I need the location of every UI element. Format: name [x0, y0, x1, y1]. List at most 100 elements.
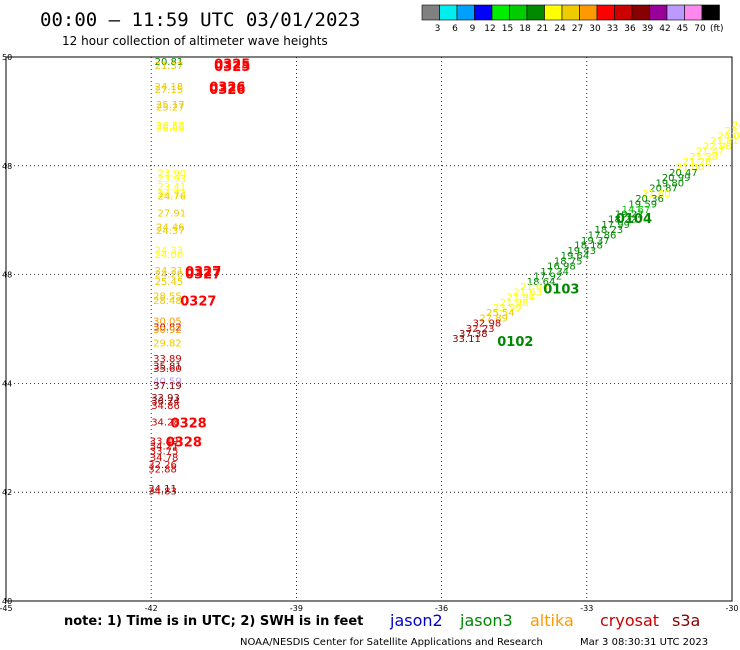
pass-label: 0103 [543, 283, 579, 298]
wave-height-label: 40.59 [153, 377, 182, 388]
legend-label: 42 [659, 24, 670, 34]
grid-lines [6, 57, 732, 601]
wave-height-label: 20.47 [669, 168, 698, 179]
wave-height-label: 35.81 [153, 361, 182, 372]
wave-height-label: 27.15 [155, 85, 184, 96]
plot-frame [5, 56, 733, 602]
wave-height-label: 23.90 [157, 168, 186, 179]
wave-height-label: 17.34 [540, 267, 569, 278]
wave-height-label: 21.37 [155, 61, 184, 72]
legend-label: 6 [452, 24, 458, 34]
pass-label: 0104 [616, 212, 652, 227]
wave-height-label: 19.64 [561, 251, 590, 262]
wave-height-label: 33.89 [153, 354, 182, 365]
legend-label: 15 [502, 24, 513, 34]
wave-height-label: 25.45 [155, 277, 184, 288]
legend-label: 70 [694, 24, 706, 34]
timestamp-text: Mar 3 08:30:31 UTC 2023 [580, 637, 708, 648]
wave-height-label: 25.27 [156, 103, 185, 114]
wave-height-label: 32.26 [148, 460, 177, 471]
wave-height-label: 24.18 [155, 82, 184, 93]
wave-height-label: 34.78 [150, 453, 179, 464]
legend-label: 30 [589, 24, 601, 34]
wave-height-label: 20.87 [649, 184, 678, 195]
wave-height-label: 22.98 [703, 142, 732, 153]
wave-height-label: 30.92 [153, 325, 182, 336]
y-tick-label: 48 [2, 271, 12, 280]
wave-height-label: 19.59 [628, 199, 657, 210]
wave-height-label: 24.37 [156, 226, 185, 237]
pass-label: 0326 [209, 80, 245, 95]
wave-height-label: 24.03 [717, 131, 740, 142]
wave-height-label: 21.81 [710, 136, 739, 147]
wave-height-label: 18.18 [574, 241, 603, 252]
pass-label: 0325 [214, 58, 250, 73]
wave-height-label: 24 [732, 120, 740, 131]
wave-height-label: 37.19 [153, 381, 182, 392]
satellite-name: s3a [672, 611, 700, 630]
wave-height-label: 32.98 [473, 318, 502, 329]
legend-label: 39 [642, 24, 654, 34]
wave-height-label: 33.75 [150, 446, 179, 457]
legend-label: 18 [519, 24, 531, 34]
y-tick-label: 42 [2, 488, 12, 497]
wave-height-label: 27.89 [479, 314, 508, 325]
wave-height-label: 18.22 [608, 215, 637, 226]
wave-height-label: 24.00 [155, 250, 184, 261]
wave-height-label: 19.22 [615, 210, 644, 221]
wave-height-label: 19.37 [581, 236, 610, 247]
satellite-name: jason2 [389, 611, 443, 630]
pass-label: 0328 [166, 436, 202, 451]
wave-height-label: 18.23 [595, 225, 624, 236]
legend-label: 36 [624, 24, 636, 34]
legend-swatch [684, 4, 703, 21]
wave-height-label: 28.48 [153, 296, 182, 307]
x-tick-label: -33 [580, 604, 593, 613]
x-tick-label: -39 [290, 604, 303, 613]
legend-label: 21 [537, 24, 548, 34]
wave-height-label: 17.86 [588, 230, 617, 241]
wave-height-label: 23.41 [157, 182, 186, 193]
wave-height-label: 21.94 [506, 292, 535, 303]
wave-height-label: 24.33 [155, 246, 184, 257]
wave-height-label: 18.64 [527, 277, 556, 288]
wave-height-label: 25.17 [156, 100, 185, 111]
legend-units: (ft) [710, 24, 724, 34]
wave-height-label: 24.20 [155, 270, 184, 281]
wave-height-label: 21.98 [500, 298, 529, 309]
wave-height-label: 34.83 [148, 487, 177, 498]
wave-height-label: 27.91 [157, 209, 186, 220]
pass-labels: 0325032503260326032703270327032803280104… [166, 58, 652, 451]
wave-height-label: 19.43 [567, 246, 596, 257]
wave-height-label: 21.64 [520, 282, 549, 293]
wave-height-label: 35.60 [153, 364, 182, 375]
wave-height-label: 21.63 [513, 287, 542, 298]
x-tick-label: -42 [145, 604, 158, 613]
legend-swatch [421, 4, 440, 21]
wave-height-label: 34.86 [151, 401, 180, 412]
wave-height-label: 21.00 [676, 162, 705, 173]
wave-height-label: 37.38 [459, 329, 488, 340]
chart-subtitle: 12 hour collection of altimeter wave hei… [62, 34, 328, 48]
x-tick-label: -45 [0, 604, 13, 613]
wave-height-label: 24.76 [157, 192, 186, 203]
legend-swatch [456, 4, 475, 21]
wave-height-label: 26.58 [156, 121, 185, 132]
pass-label: 0325 [214, 60, 250, 75]
pass-label: 0327 [185, 268, 221, 283]
legend-label: 27 [572, 24, 583, 34]
wave-height-label: 23.93 [157, 174, 186, 185]
wave-height-label: 24.46 [156, 223, 185, 234]
credit-text: NOAA/NESDIS Center for Satellite Applica… [240, 637, 543, 648]
wave-height-label: 21.28 [683, 157, 712, 168]
pass-label: 0327 [185, 265, 221, 280]
wave-height-label: 25.54 [486, 308, 515, 319]
legend-swatch [579, 4, 598, 21]
wave-height-label: 23. [725, 126, 740, 137]
wave-height-label: 21.38 [689, 152, 718, 163]
wave-height-label: 18.75 [554, 256, 583, 267]
wave-height-label: 30.82 [153, 322, 182, 333]
legend-label: 9 [470, 24, 476, 34]
